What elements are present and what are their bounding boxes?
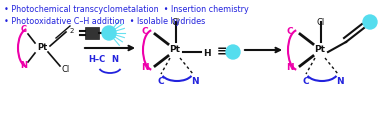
- Text: N: N: [191, 77, 199, 86]
- Text: N: N: [141, 64, 149, 73]
- Text: • Photooxidative C–H addition  • Isolable hydrides: • Photooxidative C–H addition • Isolable…: [4, 18, 205, 27]
- Text: Cl: Cl: [62, 66, 70, 75]
- Text: H: H: [203, 50, 211, 59]
- Text: • Photochemical transcyclometalation  • Insertion chemistry: • Photochemical transcyclometalation • I…: [4, 5, 249, 14]
- Text: C: C: [142, 28, 148, 36]
- Text: C: C: [287, 28, 293, 36]
- Text: N: N: [20, 61, 28, 70]
- Text: Pt: Pt: [169, 45, 181, 54]
- Text: 2: 2: [70, 28, 74, 34]
- Text: ≡: ≡: [217, 45, 227, 59]
- Text: N: N: [336, 77, 344, 86]
- Circle shape: [102, 26, 116, 40]
- Circle shape: [226, 45, 240, 59]
- Text: Cl: Cl: [317, 18, 325, 27]
- Text: C: C: [158, 77, 164, 86]
- Text: Pt: Pt: [37, 44, 47, 52]
- Circle shape: [363, 15, 377, 29]
- Text: C: C: [21, 26, 27, 35]
- FancyBboxPatch shape: [85, 27, 99, 39]
- Text: H–C: H–C: [88, 55, 105, 65]
- Text: Pt: Pt: [314, 45, 325, 54]
- Text: Cl: Cl: [172, 18, 180, 27]
- Text: N: N: [286, 64, 294, 73]
- Text: C: C: [303, 77, 309, 86]
- Text: N: N: [111, 55, 118, 65]
